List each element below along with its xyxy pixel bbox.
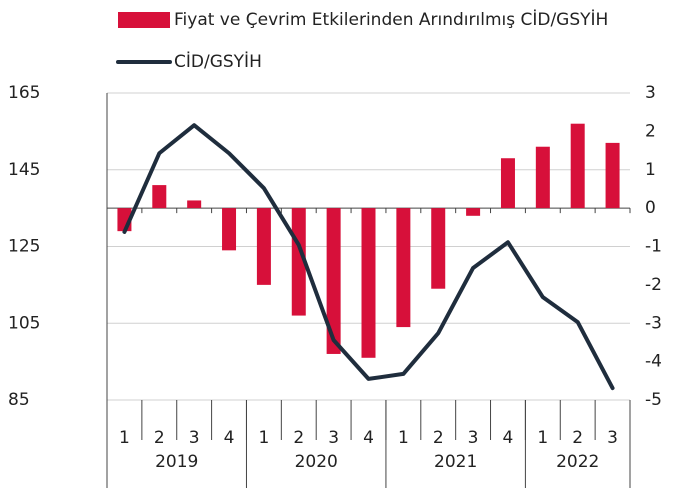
bar <box>152 185 167 209</box>
legend-label: CİD/GSYİH <box>174 51 262 72</box>
bar <box>222 208 237 251</box>
x-tick-label: 2 <box>433 428 444 448</box>
y2-tick-label: -3 <box>645 313 662 333</box>
x-tick-label: 2 <box>154 428 165 448</box>
x-tick-label: 4 <box>503 428 514 448</box>
bar <box>256 208 271 285</box>
y2-tick-label: -5 <box>645 390 662 410</box>
x-tick-label: 4 <box>363 428 374 448</box>
x-tick-label: 1 <box>537 428 548 448</box>
bar <box>291 208 306 316</box>
x-tick-label: 2 <box>572 428 583 448</box>
x-tick-label: 3 <box>189 428 200 448</box>
y-tick-label: 165 <box>8 83 40 103</box>
bar <box>605 142 620 209</box>
group-label: 2022 <box>556 452 599 472</box>
x-tick-label: 1 <box>258 428 269 448</box>
bar <box>500 158 515 209</box>
x-tick-label: 1 <box>119 428 130 448</box>
x-tick-label: 2 <box>293 428 304 448</box>
bar <box>187 200 202 209</box>
y-tick-label: 85 <box>8 390 30 410</box>
x-tick-label: 4 <box>224 428 235 448</box>
x-tick-label: 3 <box>468 428 479 448</box>
legend-swatch <box>118 12 170 28</box>
x-tick-label: 3 <box>328 428 339 448</box>
legend-label: Fiyat ve Çevrim Etkilerinden Arındırılmı… <box>174 9 608 30</box>
bar <box>570 123 585 209</box>
bar <box>431 208 446 289</box>
group-label: 2020 <box>295 452 338 472</box>
bar <box>361 208 376 358</box>
bar <box>326 208 341 354</box>
bar <box>466 208 481 216</box>
group-label: 2021 <box>434 452 477 472</box>
y2-tick-label: -4 <box>645 352 662 372</box>
group-label: 2019 <box>155 452 198 472</box>
y-tick-label: 125 <box>8 237 40 257</box>
bar <box>535 146 550 209</box>
y2-tick-label: 0 <box>645 198 656 218</box>
y2-tick-label: 1 <box>645 160 656 180</box>
y2-tick-label: -2 <box>645 275 662 295</box>
line <box>122 123 615 391</box>
y-tick-label: 105 <box>8 313 40 333</box>
x-tick-label: 1 <box>398 428 409 448</box>
y2-tick-label: 3 <box>645 83 656 103</box>
y2-tick-label: 2 <box>645 121 656 141</box>
y-tick-label: 145 <box>8 160 40 180</box>
bar <box>396 208 411 328</box>
x-tick-label: 3 <box>607 428 618 448</box>
y2-tick-label: -1 <box>645 237 662 257</box>
